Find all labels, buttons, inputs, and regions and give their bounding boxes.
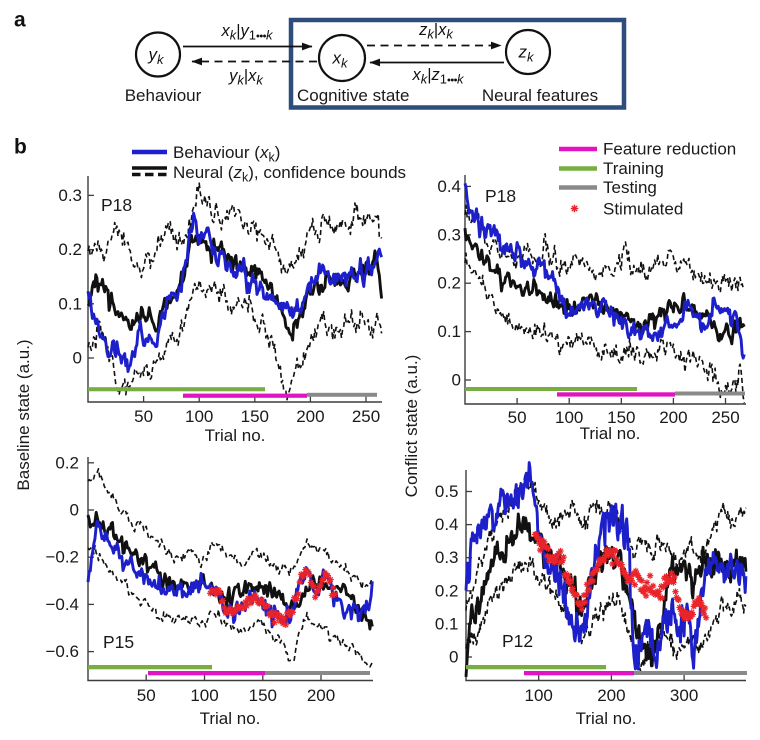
svg-text:200: 200 (597, 686, 625, 705)
svg-text:0.3: 0.3 (435, 548, 459, 567)
svg-text:250: 250 (711, 408, 739, 427)
svg-text:−0.4: −0.4 (45, 595, 79, 614)
svg-text:Cognitive state: Cognitive state (297, 86, 409, 105)
svg-text:0.5: 0.5 (435, 482, 459, 501)
svg-text:100: 100 (190, 686, 218, 705)
svg-text:0: 0 (70, 501, 79, 520)
svg-text:−0.2: −0.2 (45, 548, 79, 567)
svg-text:Neural features: Neural features (482, 86, 598, 105)
svg-text:0.4: 0.4 (435, 515, 459, 534)
svg-text:200: 200 (296, 407, 324, 426)
svg-text:0.2: 0.2 (435, 581, 459, 600)
svg-text:0: 0 (452, 371, 461, 390)
svg-text:xk|y1•••k: xk|y1•••k (220, 22, 274, 43)
svg-text:100: 100 (185, 407, 213, 426)
svg-text:0.1: 0.1 (437, 322, 461, 341)
svg-text:Behaviour: Behaviour (125, 86, 202, 105)
svg-text:150: 150 (607, 408, 635, 427)
svg-text:Baseline state (a.u.): Baseline state (a.u.) (14, 339, 33, 490)
svg-text:Stimulated: Stimulated (603, 200, 683, 219)
svg-text:Trial no.: Trial no. (205, 426, 266, 445)
svg-text:0.2: 0.2 (55, 453, 79, 472)
svg-text:0.2: 0.2 (437, 274, 461, 293)
svg-text:P15: P15 (103, 632, 134, 652)
svg-text:200: 200 (659, 408, 687, 427)
svg-text:150: 150 (241, 407, 269, 426)
svg-text:0.2: 0.2 (58, 240, 82, 259)
svg-text:P18: P18 (101, 195, 132, 215)
svg-text:50: 50 (508, 408, 527, 427)
svg-text:50: 50 (134, 407, 153, 426)
svg-text:200: 200 (307, 686, 335, 705)
svg-text:0.4: 0.4 (437, 177, 461, 196)
svg-text:Neural (zk), confidence bounds: Neural (zk), confidence bounds (173, 163, 406, 185)
svg-text:Trial no.: Trial no. (576, 709, 637, 728)
svg-text:150: 150 (249, 686, 277, 705)
svg-text:a: a (14, 9, 26, 32)
svg-text:250: 250 (352, 407, 380, 426)
svg-text:0: 0 (73, 349, 82, 368)
svg-text:Testing: Testing (603, 178, 657, 197)
svg-text:100: 100 (525, 686, 553, 705)
svg-text:0.1: 0.1 (58, 294, 82, 313)
svg-text:0: 0 (449, 648, 458, 667)
svg-text:0.3: 0.3 (58, 186, 82, 205)
svg-text:Training: Training (603, 159, 664, 178)
svg-text:300: 300 (670, 686, 698, 705)
svg-text:Trial no.: Trial no. (580, 424, 641, 443)
svg-text:Feature reduction: Feature reduction (603, 140, 736, 159)
svg-text:P12: P12 (502, 631, 533, 651)
svg-text:xk|z1•••k: xk|z1•••k (411, 66, 465, 87)
svg-text:b: b (14, 136, 27, 159)
svg-text:P18: P18 (485, 186, 516, 206)
svg-text:Trial no.: Trial no. (200, 709, 261, 728)
svg-text:Behaviour (xk): Behaviour (xk) (173, 143, 280, 165)
svg-text:0.3: 0.3 (437, 225, 461, 244)
svg-text:zk|xk: zk|xk (418, 21, 454, 42)
svg-text:0.1: 0.1 (435, 614, 459, 633)
svg-text:−0.6: −0.6 (45, 642, 79, 661)
svg-text:50: 50 (137, 686, 156, 705)
svg-text:100: 100 (555, 408, 583, 427)
svg-text:Conflict state (a.u.): Conflict state (a.u.) (402, 355, 421, 498)
svg-text:yk|xk: yk|xk (228, 67, 264, 88)
